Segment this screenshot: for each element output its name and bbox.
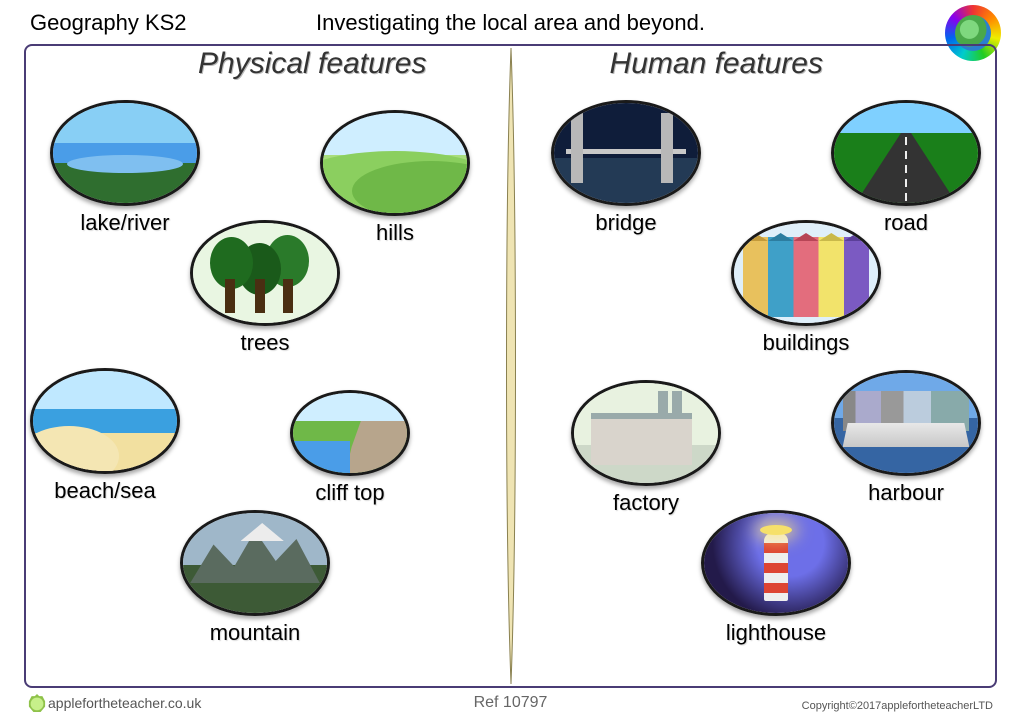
item-label: beach/sea	[30, 478, 180, 504]
item-cliff: cliff top	[290, 390, 410, 506]
human-panel: bridge road buildings factory harbour li…	[531, 90, 991, 678]
item-harbour: harbour	[831, 370, 981, 506]
hills-icon	[320, 110, 470, 216]
page-title: Investigating the local area and beyond.	[316, 10, 705, 36]
item-label: factory	[571, 490, 721, 516]
subject-label: Geography KS2	[30, 10, 187, 36]
footer-copyright: Copyright©2017applefortheteacherLTD	[802, 700, 993, 712]
item-buildings: buildings	[731, 220, 881, 356]
lake-icon	[50, 100, 200, 206]
header: Geography KS2 Investigating the local ar…	[30, 10, 991, 36]
harbour-icon	[831, 370, 981, 476]
mountain-icon	[180, 510, 330, 616]
footer-site: applefortheteacher.co.uk	[28, 694, 201, 712]
cliff-icon	[290, 390, 410, 476]
heading-physical: Physical features	[190, 47, 434, 81]
item-trees: trees	[190, 220, 340, 356]
item-label: buildings	[731, 330, 881, 356]
item-lake: lake/river	[50, 100, 200, 236]
footer-site-text: applefortheteacher.co.uk	[48, 695, 201, 711]
physical-panel: lake/river hills trees beach/sea cliff t…	[30, 90, 490, 678]
item-beach: beach/sea	[30, 368, 180, 504]
beach-icon	[30, 368, 180, 474]
heading-human: Human features	[602, 47, 831, 81]
lighthouse-icon	[701, 510, 851, 616]
item-label: lighthouse	[701, 620, 851, 646]
item-road: road	[831, 100, 981, 236]
item-label: hills	[320, 220, 470, 246]
road-icon	[831, 100, 981, 206]
item-factory: factory	[571, 380, 721, 516]
item-label: bridge	[551, 210, 701, 236]
bridge-icon	[551, 100, 701, 206]
item-label: harbour	[831, 480, 981, 506]
footer-ref: Ref 10797	[474, 694, 548, 712]
item-lighthouse: lighthouse	[701, 510, 851, 646]
apple-icon	[28, 694, 46, 712]
item-label: cliff top	[290, 480, 410, 506]
buildings-icon	[731, 220, 881, 326]
item-label: trees	[190, 330, 340, 356]
item-label: mountain	[180, 620, 330, 646]
factory-icon	[571, 380, 721, 486]
item-bridge: bridge	[551, 100, 701, 236]
item-mountain: mountain	[180, 510, 330, 646]
item-hills: hills	[320, 110, 470, 246]
item-label: lake/river	[50, 210, 200, 236]
trees-icon	[190, 220, 340, 326]
